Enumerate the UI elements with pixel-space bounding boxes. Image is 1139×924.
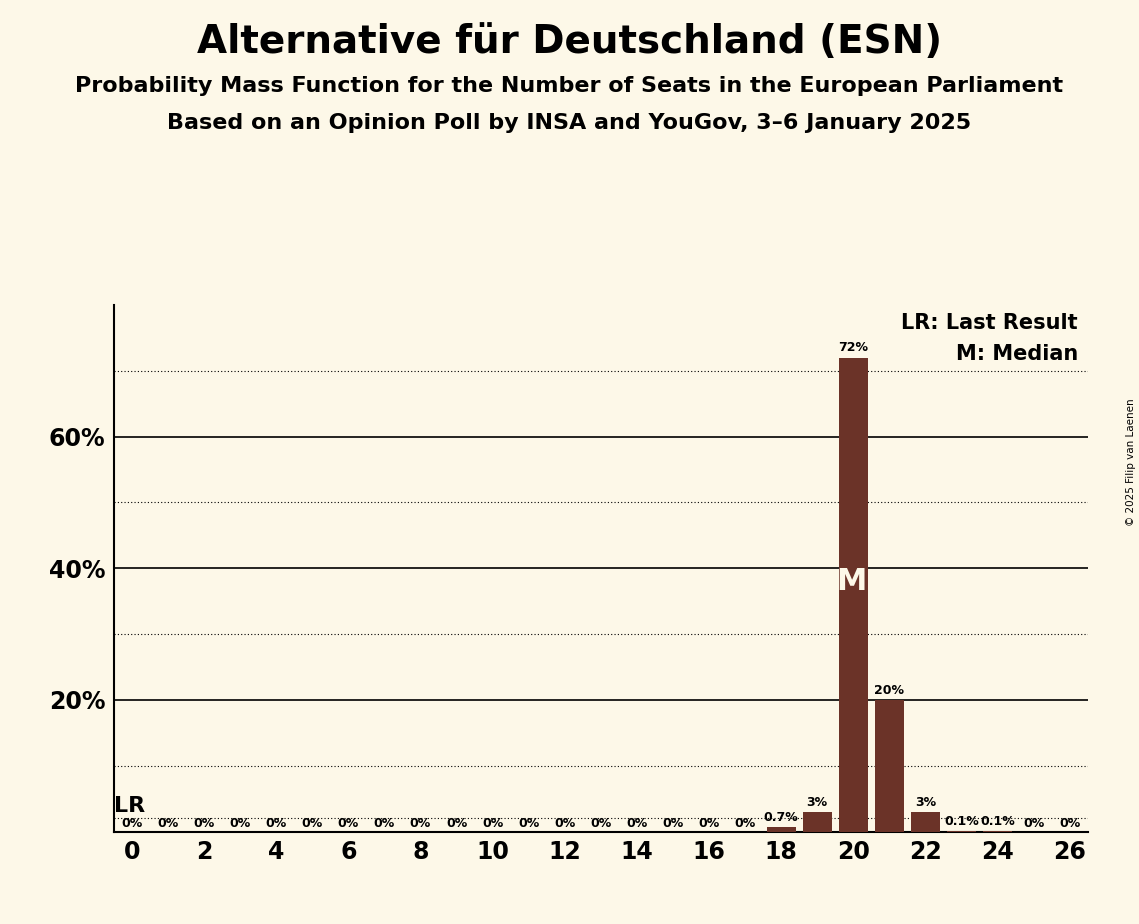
- Text: 0%: 0%: [626, 817, 647, 830]
- Text: 0%: 0%: [482, 817, 503, 830]
- Text: LR: Last Result: LR: Last Result: [901, 313, 1077, 333]
- Text: 72%: 72%: [838, 341, 868, 354]
- Text: M: M: [836, 567, 867, 596]
- Text: 0%: 0%: [663, 817, 683, 830]
- Text: 0%: 0%: [555, 817, 575, 830]
- Bar: [911, 812, 940, 832]
- Text: 0%: 0%: [302, 817, 322, 830]
- Text: LR: LR: [114, 796, 145, 817]
- Text: Based on an Opinion Poll by INSA and YouGov, 3–6 January 2025: Based on an Opinion Poll by INSA and You…: [167, 113, 972, 133]
- Text: 0.1%: 0.1%: [981, 815, 1015, 828]
- Text: © 2025 Filip van Laenen: © 2025 Filip van Laenen: [1126, 398, 1136, 526]
- Bar: [767, 827, 795, 832]
- Text: 20%: 20%: [875, 684, 904, 697]
- Text: 0%: 0%: [446, 817, 467, 830]
- Text: 0%: 0%: [590, 817, 612, 830]
- Bar: [803, 812, 831, 832]
- Text: 0%: 0%: [157, 817, 179, 830]
- Text: Probability Mass Function for the Number of Seats in the European Parliament: Probability Mass Function for the Number…: [75, 76, 1064, 96]
- Text: 0%: 0%: [265, 817, 287, 830]
- Text: 0%: 0%: [1059, 817, 1080, 830]
- Text: 0%: 0%: [1023, 817, 1044, 830]
- Text: 3%: 3%: [915, 796, 936, 808]
- Text: 0.1%: 0.1%: [944, 815, 978, 828]
- Text: 0%: 0%: [410, 817, 431, 830]
- Text: M: Median: M: Median: [956, 345, 1077, 364]
- Text: 0%: 0%: [374, 817, 395, 830]
- Text: 0%: 0%: [698, 817, 720, 830]
- Text: 0%: 0%: [735, 817, 755, 830]
- Text: Alternative für Deutschland (ESN): Alternative für Deutschland (ESN): [197, 23, 942, 61]
- Text: 0.7%: 0.7%: [764, 810, 798, 823]
- Text: 0%: 0%: [230, 817, 251, 830]
- Text: 3%: 3%: [806, 796, 828, 808]
- Text: 0%: 0%: [338, 817, 359, 830]
- Bar: [875, 700, 904, 832]
- Bar: [838, 358, 868, 832]
- Text: 0%: 0%: [122, 817, 142, 830]
- Text: 0%: 0%: [518, 817, 539, 830]
- Text: 0%: 0%: [194, 817, 214, 830]
